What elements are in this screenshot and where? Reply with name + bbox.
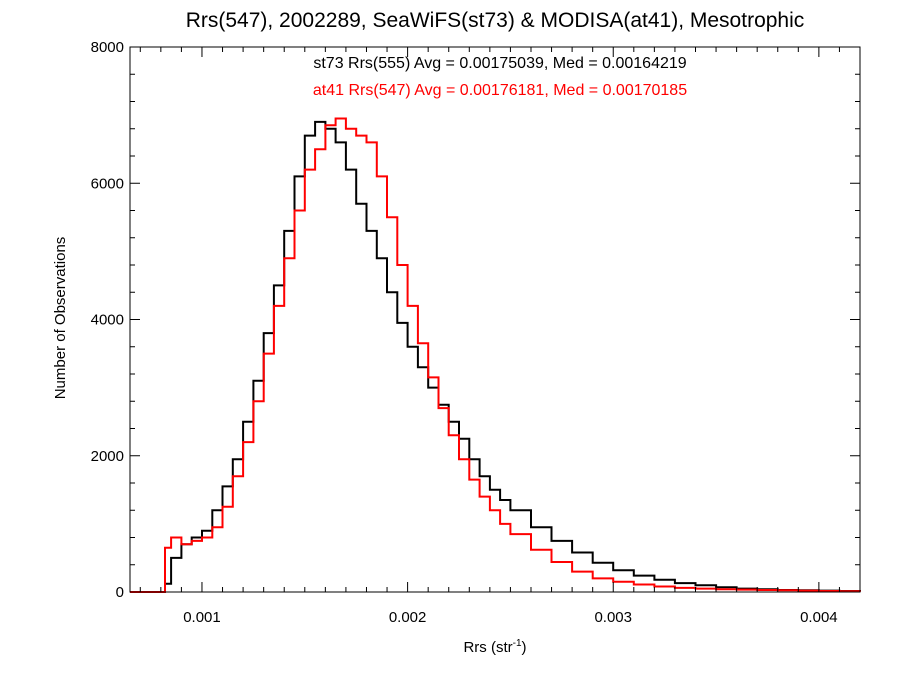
x-axis-label-sup: -1 [513,638,522,649]
x-axis-label: Rrs (str-1) [463,638,526,656]
y-tick-label: 0 [116,584,124,601]
chart-title: Rrs(547), 2002289, SeaWiFS(st73) & MODIS… [186,9,805,32]
x-axis-label-close: ) [522,639,527,656]
x-tick-label: 0.003 [594,609,632,626]
y-axis: 0 2000 4000 6000 8000 [91,39,860,601]
x-axis: 0.001 0.002 0.003 0.004 [139,47,861,626]
x-tick-label: 0.004 [800,609,838,626]
series-st73 [130,120,861,593]
y-tick-label: 4000 [91,312,124,329]
annotation-st73: st73 Rrs(555) Avg = 0.00175039, Med = 0.… [313,55,686,72]
y-tick-label: 2000 [91,448,124,465]
x-tick-label: 0.002 [389,609,427,626]
y-tick-label: 6000 [91,175,124,192]
plot-area [130,117,861,593]
series-at41 [130,117,861,593]
x-axis-label-base: Rrs (str [463,639,512,656]
x-tick-label: 0.001 [183,609,221,626]
y-tick-label: 8000 [91,39,124,56]
y-axis-label: Number of Observations [52,237,69,400]
annotation-at41: at41 Rrs(547) Avg = 0.00176181, Med = 0.… [313,82,687,99]
